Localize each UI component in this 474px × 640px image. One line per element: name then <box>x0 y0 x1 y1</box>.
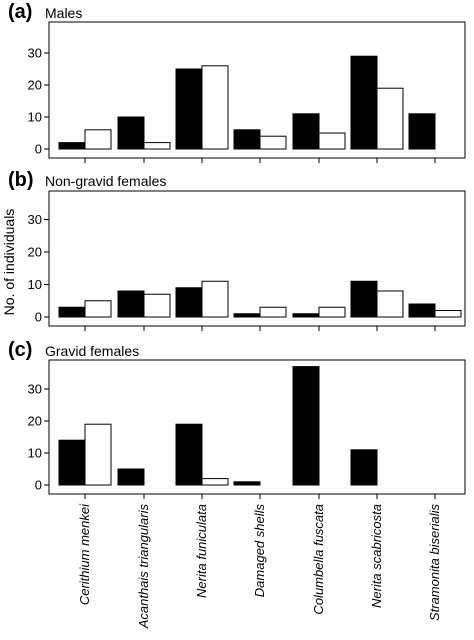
bar-series-2 <box>84 300 112 318</box>
category-label: Acanthais triangularis <box>136 504 151 630</box>
panels: (a) Males 0 10 20 30 (b) Non-gravid females 0 10 2… <box>8 1 466 499</box>
bar-series-2 <box>84 423 112 486</box>
bar-series-1 <box>58 306 86 318</box>
bar-series-2 <box>376 87 404 150</box>
y-tick-label: 10 <box>28 110 42 125</box>
y-tick-label: 0 <box>35 478 42 493</box>
panel-frame <box>48 359 466 495</box>
panel-2: (b) Non-gravid females 0 10 20 30 <box>8 169 466 331</box>
bar-series-1 <box>350 280 378 318</box>
category-label: Columbella fuscata <box>311 504 326 615</box>
bar-series-1 <box>233 481 261 486</box>
bar-series-1 <box>233 129 261 150</box>
category-label: Damaged shells <box>252 504 267 598</box>
y-tick-label: 20 <box>28 414 42 429</box>
y-tick-label: 0 <box>35 142 42 157</box>
panel-title: Males <box>45 5 82 21</box>
bar-series-2 <box>318 306 346 318</box>
category-label: Cerithium menkei <box>77 503 92 605</box>
bar-series-1 <box>292 366 320 486</box>
bar-series-1 <box>117 468 145 486</box>
panel-letter: (a) <box>8 1 32 23</box>
bar-series-1 <box>233 313 261 318</box>
bar-series-2 <box>201 478 229 486</box>
panel-title: Non-gravid females <box>45 173 166 189</box>
bar-series-1 <box>350 55 378 150</box>
bar-series-1 <box>408 113 436 150</box>
bar-series-1 <box>117 290 145 318</box>
bar-series-1 <box>58 439 86 486</box>
bar-series-2 <box>376 290 404 318</box>
category-label: Stramonita biserialis <box>427 504 442 622</box>
bar-series-1 <box>292 313 320 318</box>
bar-series-1 <box>292 113 320 150</box>
bar-series-2 <box>201 280 229 318</box>
panel-frame <box>48 21 466 159</box>
bar-series-1 <box>58 142 86 150</box>
category-label: Nerita funiculata <box>194 504 209 598</box>
panel-frame <box>48 190 466 327</box>
y-tick-label: 30 <box>28 46 42 61</box>
y-tick-label: 0 <box>35 310 42 325</box>
bar-series-2 <box>84 129 112 150</box>
panel-letter: (c) <box>8 339 32 361</box>
panel-title: Gravid females <box>45 343 139 359</box>
bar-series-1 <box>175 68 203 150</box>
bar-series-2 <box>259 135 287 150</box>
bar-series-1 <box>408 303 436 318</box>
y-tick-label: 10 <box>28 277 42 292</box>
bar-series-2 <box>434 310 462 318</box>
bar-series-2 <box>259 306 287 318</box>
category-labels: Cerithium menkei Acanthais triangularis Ne… <box>77 503 442 629</box>
y-axis-label: No. of individuals <box>1 209 17 316</box>
bar-series-1 <box>175 423 203 486</box>
y-tick-label: 30 <box>28 382 42 397</box>
category-label: Nerita scabricosta <box>369 504 384 608</box>
y-tick-label: 10 <box>28 446 42 461</box>
bar-series-2 <box>143 293 171 318</box>
panel-letter: (b) <box>8 169 34 191</box>
y-tick-label: 20 <box>28 245 42 260</box>
bar-series-2 <box>143 142 171 150</box>
y-tick-label: 20 <box>28 78 42 93</box>
bar-series-1 <box>350 449 378 486</box>
bar-series-2 <box>318 132 346 150</box>
panel-3: (c) Gravid females 0 10 20 30 <box>8 339 466 499</box>
y-tick-label: 30 <box>28 212 42 227</box>
panel-1: (a) Males 0 10 20 30 <box>8 1 466 163</box>
bar-series-1 <box>117 116 145 150</box>
bar-series-2 <box>201 65 229 150</box>
bar-series-1 <box>175 287 203 318</box>
